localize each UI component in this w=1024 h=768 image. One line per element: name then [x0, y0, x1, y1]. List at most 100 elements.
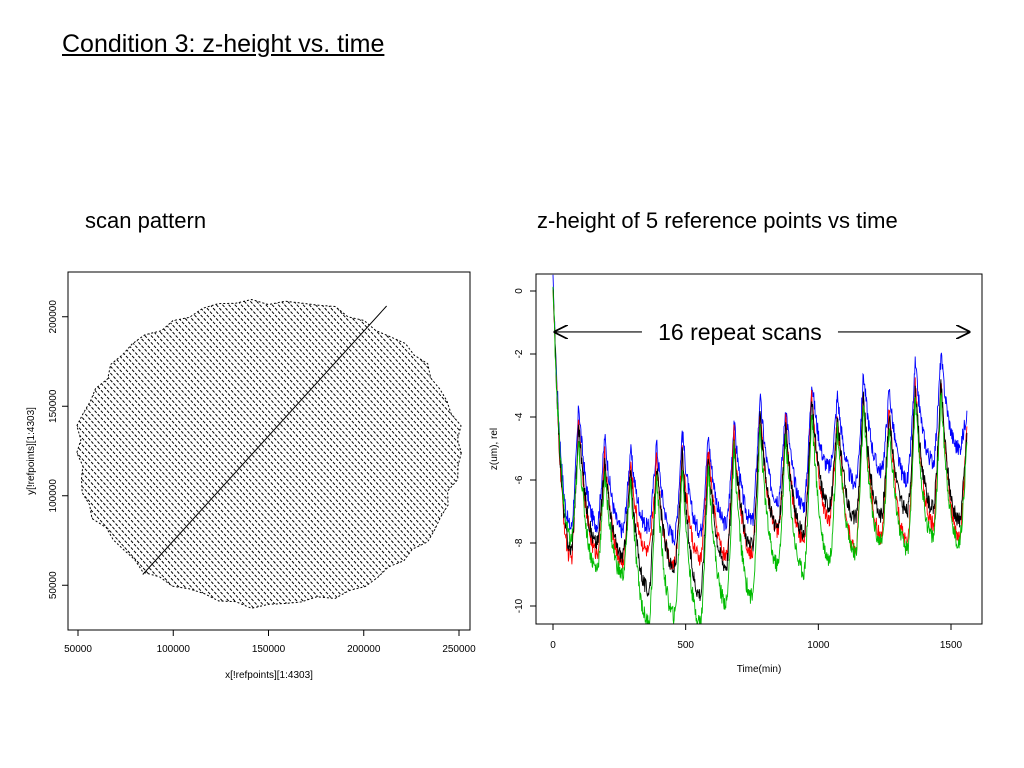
scan-pattern-x-tick-label: 50000: [64, 644, 92, 655]
scan-line: [558, 250, 918, 650]
scan-line: [76, 299, 243, 609]
scan-pattern-title: scan pattern: [85, 208, 207, 233]
scan-line: [346, 299, 462, 609]
scan-line: [76, 299, 236, 609]
scan-line: [296, 299, 462, 609]
scan-line: [377, 299, 462, 609]
scan-line: [420, 299, 462, 609]
scan-line: [340, 299, 462, 609]
scan-line: [371, 299, 462, 609]
scan-line: [389, 299, 462, 609]
scan-line: [86, 299, 447, 609]
scan-line: [76, 299, 298, 609]
scan-line: [489, 250, 849, 650]
scan-line: [365, 299, 462, 609]
scan-line: [76, 299, 94, 609]
scan-line: [76, 299, 410, 609]
scan-line: [76, 299, 81, 609]
scan-line: [334, 299, 462, 609]
scan-line: [0, 250, 50, 650]
scan-line: [76, 299, 336, 609]
scan-line: [76, 299, 435, 609]
scan-line: [76, 299, 404, 609]
scan-line: [383, 299, 462, 609]
scan-line: [76, 299, 274, 609]
scan-line: [477, 250, 837, 650]
scan-pattern-y-tick-label: 50000: [48, 571, 59, 599]
scan-line: [408, 299, 462, 609]
scan-boundary: [76, 298, 462, 609]
scan-line: [352, 299, 462, 609]
scan-line: [191, 299, 462, 609]
scan-line: [241, 299, 462, 609]
scan-line: [76, 299, 311, 609]
scan-line: [172, 299, 462, 609]
scan-line: [433, 299, 462, 609]
scan-line: [483, 250, 843, 650]
scan-line: [508, 250, 868, 650]
scan-line: [110, 299, 462, 609]
scan-line: [76, 299, 323, 609]
scan-pattern-y-axis-label: y[!refpoints][1:4303]: [26, 407, 37, 495]
scan-line: [92, 299, 453, 609]
scan-line: [76, 299, 373, 609]
scan-line: [0, 250, 12, 650]
scan-line: [76, 299, 131, 609]
scan-line: [160, 299, 462, 609]
scan-line: [76, 299, 360, 609]
z-height-chart-title: z-height of 5 reference points vs time: [537, 208, 898, 233]
scan-line: [402, 299, 462, 609]
scan-line: [210, 299, 462, 609]
scan-line: [358, 299, 462, 609]
scan-line: [414, 299, 462, 609]
scan-line: [496, 250, 856, 650]
scan-pattern-y-tick-label: 150000: [48, 389, 59, 423]
scan-line: [76, 299, 267, 609]
scan-line: [0, 250, 6, 650]
scan-pattern-x-tick-label: 150000: [252, 644, 286, 655]
scan-line: [0, 250, 74, 650]
scan-line: [98, 299, 460, 609]
scan-line: [76, 299, 150, 609]
reference-points-line: [142, 305, 387, 575]
scan-line: [117, 299, 462, 609]
scan-line: [76, 299, 280, 609]
scan-line: [179, 299, 462, 609]
scan-line: [278, 299, 462, 609]
scan-line: [76, 299, 329, 609]
scan-line: [0, 250, 25, 650]
scan-line: [76, 299, 317, 609]
scan-line: [253, 299, 462, 609]
scan-line: [309, 299, 462, 609]
scan-line: [576, 250, 936, 650]
scan-line: [445, 299, 462, 609]
scan-line: [265, 299, 462, 609]
scan-line: [551, 250, 911, 650]
scan-line: [76, 299, 367, 609]
scan-line: [76, 299, 342, 609]
scan-line: [76, 299, 230, 609]
scan-line: [104, 299, 462, 609]
scan-pattern-y-tick-label: 200000: [48, 300, 59, 334]
scan-line: [141, 299, 462, 609]
scan-line: [465, 250, 825, 650]
scan-line: [76, 299, 422, 609]
scan-pattern-x-axis-label: x[!refpoints][1:4303]: [225, 670, 313, 681]
scan-line: [396, 299, 462, 609]
scan-line: [216, 299, 462, 609]
scan-line: [76, 299, 305, 609]
scan-line: [533, 250, 893, 650]
scan-line: [527, 250, 887, 650]
scan-line: [148, 299, 462, 609]
scan-line: [272, 299, 462, 609]
scan-line: [197, 299, 462, 609]
scan-line: [451, 299, 462, 609]
scan-line: [439, 299, 462, 609]
scan-line: [570, 250, 930, 650]
scan-line: [203, 299, 462, 609]
scan-line: [166, 299, 462, 609]
scan-pattern-x-tick-label: 200000: [347, 644, 381, 655]
scan-line: [76, 299, 379, 609]
scan-line: [76, 299, 429, 609]
